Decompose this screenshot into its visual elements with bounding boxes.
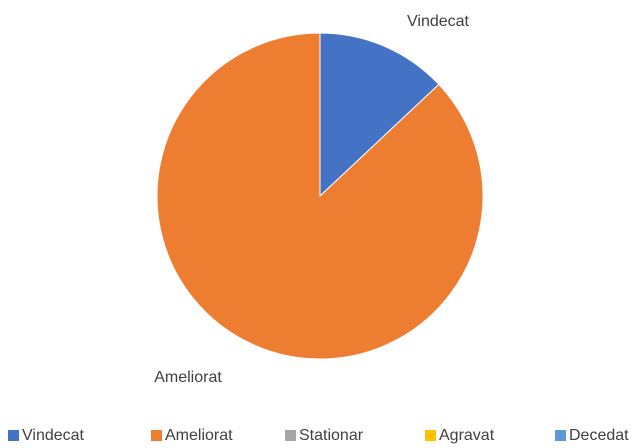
legend-swatch [425,430,436,441]
legend-swatch [285,430,296,441]
legend-label: Vindecat [22,427,85,444]
legend-label: Agravat [439,427,495,444]
pie-slice [319,32,440,198]
legend-label: Decedat [569,427,629,444]
pie [156,32,484,360]
pie-slice [156,32,484,360]
legend-swatch [151,430,162,441]
legend-swatch [555,430,566,441]
data-label: Ameliorat [154,369,222,386]
data-label: Vindecat [407,13,470,30]
legend-label: Stationar [299,427,364,444]
data-labels: Vindecat Ameliorat [154,13,469,386]
legend: Vindecat Ameliorat Stationar Agravat Decedat [8,427,629,444]
legend-label: Ameliorat [165,427,233,444]
legend-swatch [8,430,19,441]
